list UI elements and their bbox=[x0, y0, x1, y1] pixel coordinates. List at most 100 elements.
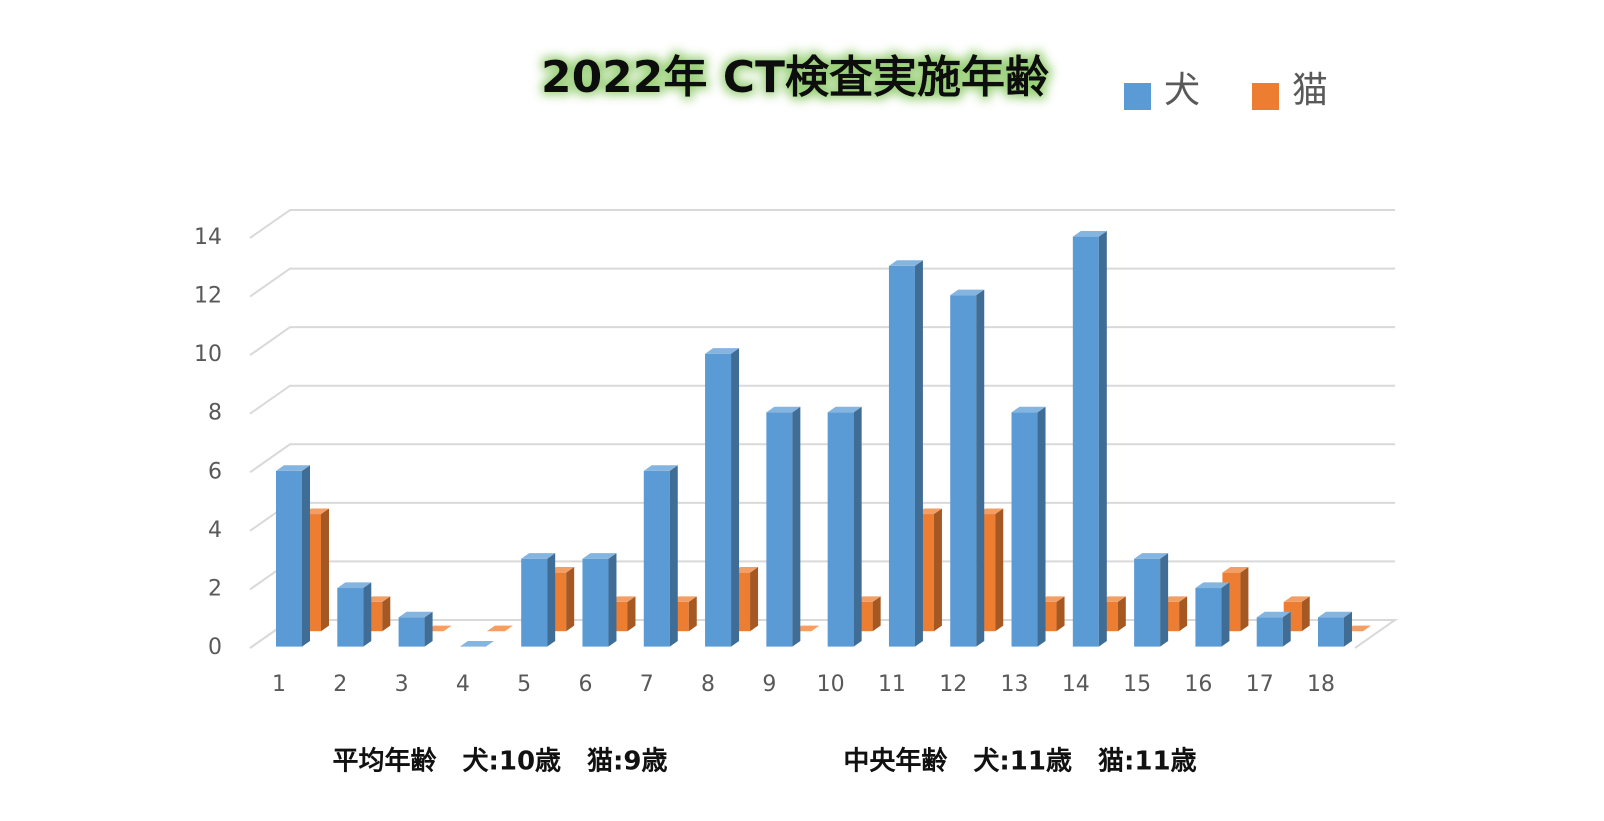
bar bbox=[486, 625, 513, 632]
bar-side bbox=[688, 596, 697, 632]
bar-side bbox=[731, 348, 740, 647]
bar-top bbox=[1222, 567, 1249, 573]
y-tick-label: 12 bbox=[194, 284, 222, 309]
legend-swatch bbox=[1252, 83, 1279, 110]
bar-top bbox=[337, 582, 372, 589]
y-tick-label: 4 bbox=[208, 518, 222, 543]
bar bbox=[1011, 406, 1046, 647]
bar bbox=[582, 553, 617, 647]
bar-side bbox=[1179, 596, 1188, 632]
grid-line bbox=[249, 267, 1395, 298]
x-tick-label: 15 bbox=[1123, 672, 1151, 697]
y-tick-label: 8 bbox=[208, 401, 222, 426]
grid-line bbox=[249, 384, 1395, 415]
bar-top bbox=[1318, 611, 1352, 618]
bar-side bbox=[321, 508, 329, 632]
bar-side bbox=[872, 596, 881, 632]
bar-side bbox=[792, 406, 801, 647]
bar-top bbox=[1283, 596, 1310, 602]
bar bbox=[521, 553, 556, 647]
bar-side bbox=[1240, 567, 1249, 632]
bar-side bbox=[1117, 596, 1126, 632]
bar-front bbox=[1011, 412, 1038, 647]
bar-front bbox=[398, 617, 425, 647]
bar-side bbox=[976, 289, 985, 647]
bar-side bbox=[302, 465, 310, 647]
x-tick-label: 7 bbox=[640, 672, 654, 697]
y-tick-label: 14 bbox=[194, 225, 222, 250]
legend-label: 猫 bbox=[1292, 70, 1328, 111]
grid-line bbox=[249, 326, 1395, 356]
bar-top bbox=[1256, 611, 1291, 618]
bar-side bbox=[363, 582, 372, 647]
bar-top bbox=[486, 625, 513, 632]
bar-front bbox=[1072, 236, 1099, 647]
bar bbox=[1134, 553, 1169, 647]
x-tick-label: 18 bbox=[1307, 672, 1335, 697]
footnote: 中央年齢 犬:11歳 猫:11歳 bbox=[843, 746, 1196, 777]
chart-title: 2022年 CT検査実施年齢 bbox=[541, 52, 1049, 103]
bar-side bbox=[669, 465, 678, 647]
bar-side bbox=[853, 406, 862, 647]
bar-side bbox=[566, 567, 575, 632]
bar bbox=[1072, 231, 1107, 647]
bar bbox=[398, 611, 433, 647]
bar-side bbox=[424, 611, 433, 647]
bar bbox=[888, 260, 923, 647]
bar-top bbox=[582, 553, 617, 559]
x-tick-label: 17 bbox=[1246, 672, 1274, 697]
bar-top bbox=[1072, 231, 1107, 237]
x-tick-label: 14 bbox=[1062, 672, 1090, 697]
bar bbox=[459, 641, 494, 647]
bar-top bbox=[643, 465, 678, 471]
bar-front bbox=[521, 558, 548, 647]
bar-side bbox=[995, 508, 1004, 632]
bar bbox=[950, 289, 985, 647]
bar-top bbox=[398, 611, 433, 618]
bar-top bbox=[827, 406, 862, 413]
x-tick-label: 16 bbox=[1184, 672, 1212, 697]
bar-side bbox=[547, 553, 556, 647]
bar bbox=[1318, 611, 1352, 647]
bar-front bbox=[766, 412, 793, 647]
bar bbox=[276, 465, 310, 647]
bar-front bbox=[1256, 617, 1283, 647]
grid-line bbox=[249, 443, 1395, 474]
y-tick-label: 2 bbox=[208, 576, 222, 601]
bar-side bbox=[382, 596, 391, 632]
bar-side bbox=[608, 553, 617, 647]
legend-label: 犬 bbox=[1164, 70, 1200, 111]
x-tick-label: 5 bbox=[517, 672, 531, 697]
bars bbox=[276, 231, 1371, 647]
bar bbox=[337, 582, 372, 647]
bar-front bbox=[950, 295, 977, 647]
bar bbox=[1256, 611, 1291, 647]
bar bbox=[705, 348, 740, 647]
bar-top bbox=[521, 553, 556, 559]
grid-line bbox=[249, 209, 1395, 239]
x-tick-label: 13 bbox=[1001, 672, 1029, 697]
bar bbox=[1195, 582, 1230, 647]
bar bbox=[643, 465, 678, 647]
bar-front bbox=[582, 558, 609, 647]
x-tick-label: 1 bbox=[272, 672, 286, 697]
grid-line bbox=[249, 501, 1395, 532]
bar bbox=[827, 406, 862, 647]
x-tick-label: 2 bbox=[333, 672, 347, 697]
bar-top bbox=[459, 641, 494, 647]
x-tick-label: 11 bbox=[878, 672, 906, 697]
footnote: 平均年齢 犬:10歳 猫:9歳 bbox=[332, 746, 667, 777]
bar-front bbox=[643, 470, 670, 647]
bar-top bbox=[705, 348, 740, 354]
legend-swatch bbox=[1124, 83, 1151, 110]
bar-top bbox=[950, 289, 985, 296]
x-tick-label: 12 bbox=[939, 672, 967, 697]
bar-top bbox=[766, 406, 801, 413]
bar-side bbox=[1301, 596, 1310, 632]
bar-side bbox=[914, 260, 923, 647]
bar-front bbox=[337, 588, 364, 647]
bar-front bbox=[1318, 617, 1344, 647]
bar-front bbox=[888, 265, 915, 647]
